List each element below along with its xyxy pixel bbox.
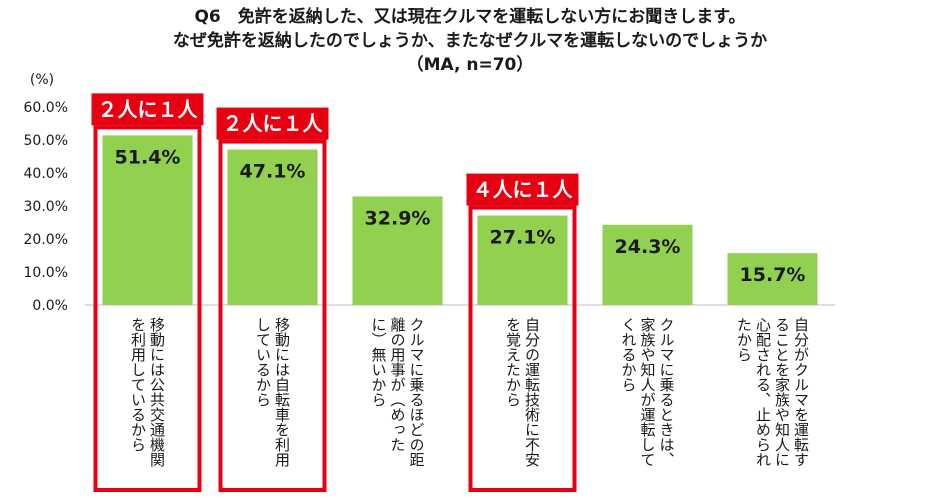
highlight-frame: [218, 139, 327, 492]
data-label: 47.1%: [240, 161, 306, 183]
x-tick-label: ることを家族や知人に: [773, 317, 791, 467]
y-tick-label: 20.0%: [24, 232, 68, 248]
x-tick-label: を覚えたから: [504, 317, 522, 407]
y-tick-label: 0.0%: [32, 298, 68, 314]
x-tick-label: しているから: [254, 317, 272, 407]
annotation-badge: [91, 93, 204, 126]
data-label: 32.9%: [365, 207, 431, 229]
chart-title-line1: Q6 免許を返納した、又は現在クルマを運転しない方にお聞きします。: [194, 7, 746, 27]
annotation-text: ４人に１人: [473, 178, 574, 202]
bar: [602, 224, 693, 305]
data-label: 27.1%: [490, 227, 556, 249]
x-tick-label: 離の用事が（めった: [389, 316, 407, 452]
x-tick-label: に）無いから: [370, 317, 388, 407]
y-tick-label: 30.0%: [24, 199, 68, 215]
annotation-text: ２人に１人: [223, 112, 324, 136]
x-tick-label: 家族や知人が運転して: [639, 317, 657, 467]
data-label: 15.7%: [740, 264, 806, 286]
annotation-text: ２人に１人: [98, 97, 199, 121]
bar: [102, 135, 193, 305]
x-tick-label: クルマに乗るほどの距: [408, 317, 426, 467]
highlight-frame: [468, 205, 577, 492]
data-label: 51.4%: [115, 146, 181, 168]
x-tick-label: を利用しているから: [129, 317, 147, 452]
x-tick-label: クルマに乗るときは、: [658, 317, 676, 467]
y-axis-unit-label: (%): [30, 72, 54, 88]
x-tick-label: 移動には公共交通機関: [148, 317, 166, 468]
x-tick-label: 自分の運転技術に不安: [523, 317, 541, 467]
bar: [352, 196, 443, 305]
chart-title-line2: なぜ免許を返納したのでしょうか、またなぜクルマを運転しないのでしょうか: [172, 31, 768, 51]
annotation-badge: [466, 173, 579, 206]
x-tick-label: たから: [735, 317, 753, 362]
x-tick-label: 自分がクルマを運転す: [792, 317, 810, 467]
y-tick-label: 50.0%: [24, 133, 68, 149]
annotation-badge: [216, 107, 329, 140]
highlight-frame: [93, 125, 202, 492]
y-tick-label: 10.0%: [24, 265, 68, 281]
bar: [227, 149, 318, 305]
bar: [727, 253, 818, 305]
y-tick-label: 60.0%: [24, 100, 68, 116]
x-tick-label: くれるから: [620, 317, 638, 392]
y-tick-label: 40.0%: [24, 166, 68, 182]
bar: [477, 215, 568, 305]
chart-title-line3: （MA, n=70）: [406, 55, 534, 75]
x-tick-label: 心配される、止められ: [754, 317, 772, 467]
data-label: 24.3%: [615, 236, 681, 258]
x-tick-label: 移動には自転車を利用: [273, 317, 291, 468]
